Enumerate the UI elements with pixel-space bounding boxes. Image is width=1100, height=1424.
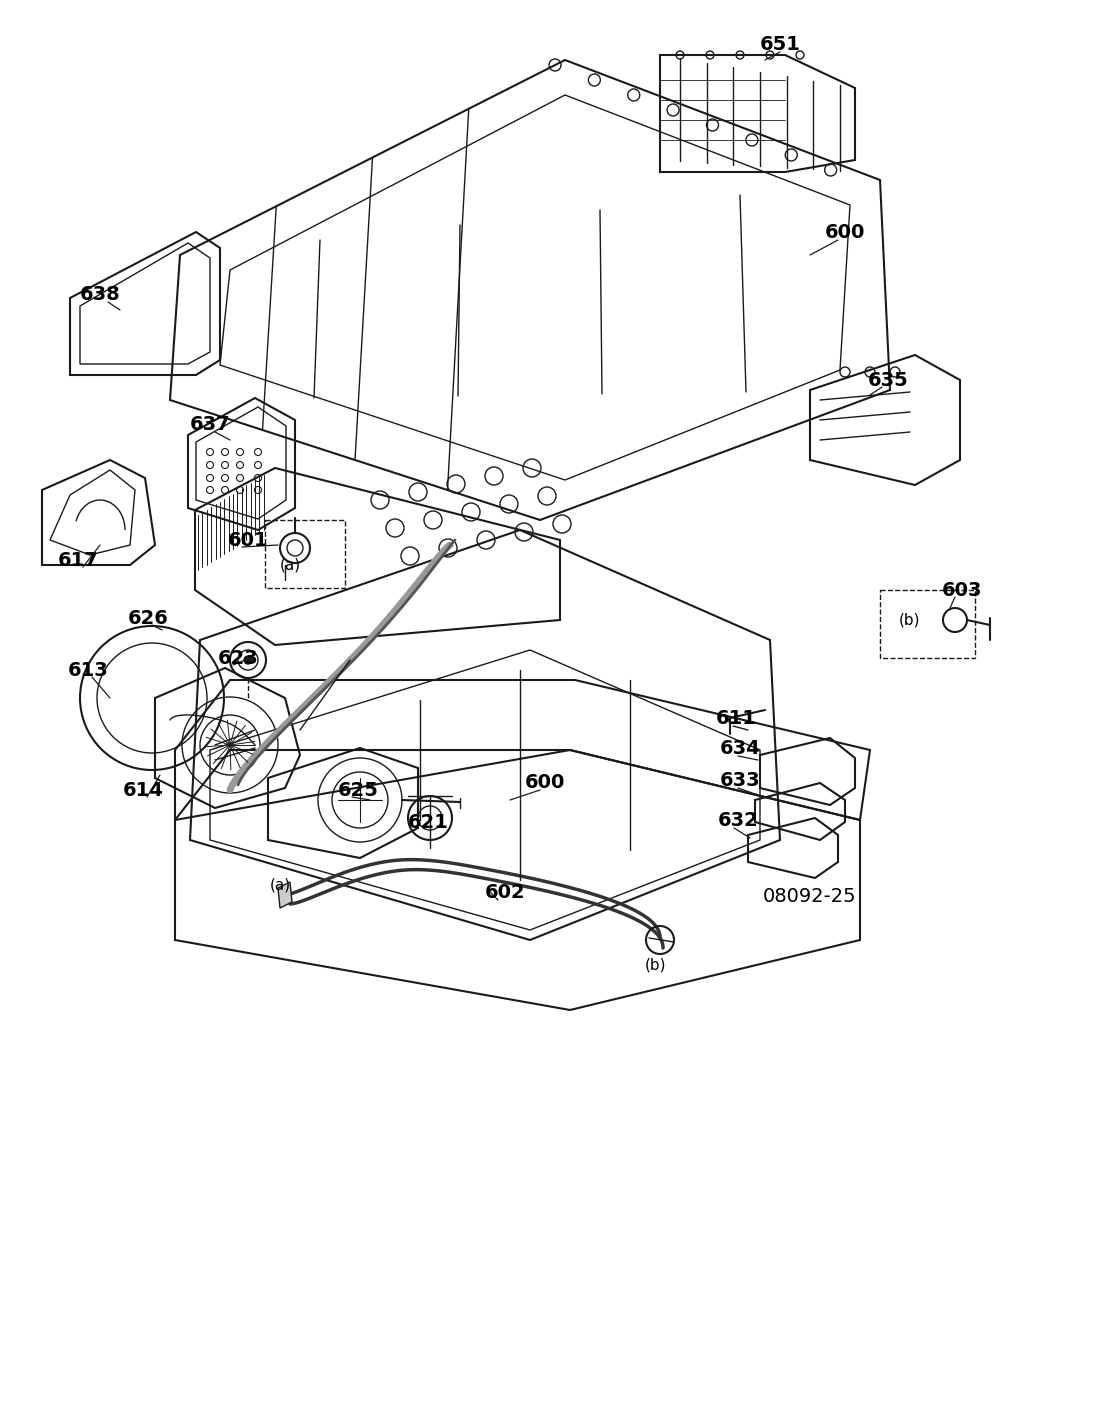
Text: 600: 600 xyxy=(825,222,866,242)
Text: 626: 626 xyxy=(128,608,168,628)
Text: 637: 637 xyxy=(189,416,230,434)
Text: 601: 601 xyxy=(228,531,268,550)
Text: 635: 635 xyxy=(868,370,909,390)
Text: 614: 614 xyxy=(122,780,164,799)
Text: 632: 632 xyxy=(717,810,758,830)
Text: (a): (a) xyxy=(270,877,290,893)
Polygon shape xyxy=(278,881,292,909)
Text: 602: 602 xyxy=(485,883,526,901)
Text: 603: 603 xyxy=(942,581,982,600)
Circle shape xyxy=(244,656,252,664)
Text: 634: 634 xyxy=(719,739,760,758)
Text: 638: 638 xyxy=(79,285,120,305)
Text: (b): (b) xyxy=(900,612,921,628)
Text: 611: 611 xyxy=(716,709,757,728)
Text: 600: 600 xyxy=(525,772,565,792)
Text: (a): (a) xyxy=(279,558,300,572)
Text: 623: 623 xyxy=(218,648,258,668)
Text: 08092-25: 08092-25 xyxy=(763,887,857,906)
Text: 625: 625 xyxy=(338,780,378,799)
Text: 651: 651 xyxy=(760,36,801,54)
Text: 633: 633 xyxy=(719,770,760,789)
Text: 613: 613 xyxy=(67,661,109,679)
Text: (b): (b) xyxy=(645,957,665,973)
Text: 617: 617 xyxy=(57,551,98,570)
Text: 621: 621 xyxy=(408,813,449,832)
